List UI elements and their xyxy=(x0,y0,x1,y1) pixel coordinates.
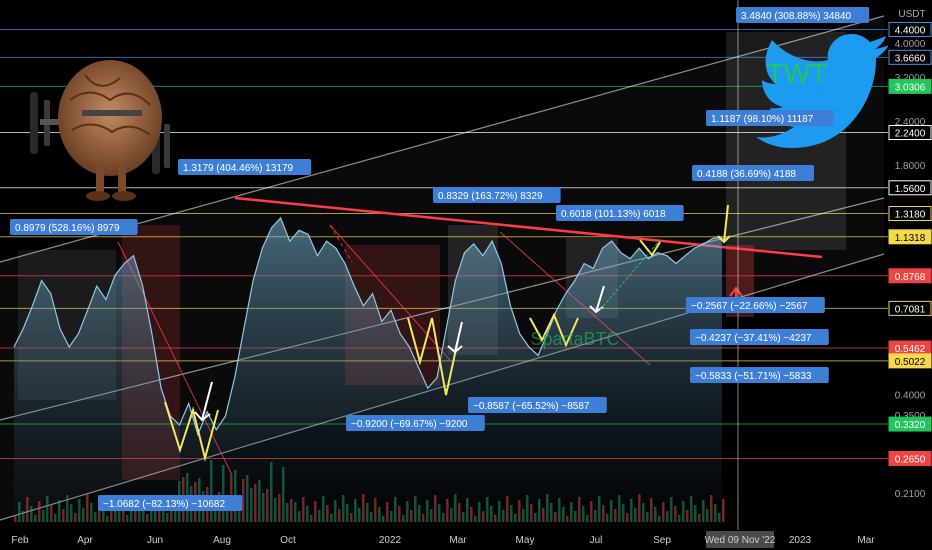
price-level-tag: 3.0306 xyxy=(888,78,932,94)
annotation-text: 0.4188 (36.69%) 4188 xyxy=(697,169,796,180)
x-axis-label: Aug xyxy=(213,535,231,546)
annotation-text: 0.6018 (101.13%) 6018 xyxy=(561,209,666,220)
x-axis-label: Jul xyxy=(590,535,603,546)
annotation-box: −1.0682 (−82.13%) −10682 xyxy=(98,495,243,511)
channel-fill xyxy=(0,16,884,520)
annotation-text: 1.1187 (98.10%) 11187 xyxy=(711,114,814,125)
price-level-value: 3.0306 xyxy=(895,82,926,93)
price-level-value: 0.8768 xyxy=(895,272,926,283)
price-level-tag: 2.2400 xyxy=(888,125,932,141)
x-axis-label: Sep xyxy=(653,535,671,546)
y-tick-label: 2.4000 xyxy=(895,117,926,128)
annotation-text: −1.0682 (−82.13%) −10682 xyxy=(103,499,225,510)
annotation-box: 0.4188 (36.69%) 4188 xyxy=(692,165,814,181)
price-level-tag: 4.4000 xyxy=(888,21,932,37)
x-axis-label: Wed 09 Nov '22 xyxy=(705,535,776,546)
x-axis-label: Jun xyxy=(147,535,163,546)
y-tick-label: 3.2000 xyxy=(895,73,926,84)
brain-dumbbell-illustration xyxy=(30,60,170,201)
x-axis-label: Oct xyxy=(280,535,296,546)
y-tick-label: 4.0000 xyxy=(895,39,926,50)
y-tick-label: 0.3500 xyxy=(895,411,926,422)
annotation-box: −0.8587 (−65.52%) −8587 xyxy=(468,397,607,413)
annotation-box: −0.2567 (−22.66%) −2567 xyxy=(686,297,825,313)
price-level-tag: 0.3320 xyxy=(888,416,932,432)
y-tick-label: 0.4000 xyxy=(895,391,926,402)
price-level-value: 0.5022 xyxy=(895,357,926,368)
price-level-tag: 0.5462 xyxy=(888,340,932,356)
annotation-box: 1.1187 (98.10%) 11187 xyxy=(706,110,834,126)
x-axis-label: Mar xyxy=(449,535,467,546)
resistance-trendline xyxy=(234,196,823,259)
annotation-box: 0.8329 (163.72%) 8329 xyxy=(433,187,561,203)
price-area xyxy=(14,218,722,525)
x-axis-label: 2022 xyxy=(379,535,402,546)
price-level-value: 0.3320 xyxy=(895,420,926,431)
crosshair-date-box xyxy=(706,531,774,548)
annotation-text: 0.8979 (528.16%) 8979 xyxy=(15,223,120,234)
measurement-annotations: 3.4840 (308.88%) 34840 1.1187 (98.10%) 11… xyxy=(10,7,870,511)
annotation-text: −0.8587 (−65.52%) −8587 xyxy=(473,401,590,412)
support-green-line xyxy=(599,239,661,311)
annotation-text: 1.3179 (404.46%) 13179 xyxy=(183,163,294,174)
zigzag-patterns xyxy=(164,239,661,462)
volume-bar xyxy=(722,499,725,522)
time-axis-panel xyxy=(0,530,932,550)
annotation-box: 3.4840 (308.88%) 34840 xyxy=(736,7,870,23)
price-level-tag: 0.7081 xyxy=(888,300,932,316)
price-level-tag: 0.2650 xyxy=(888,450,932,466)
symbol-label: TWT xyxy=(767,58,828,89)
x-axis-label: May xyxy=(516,535,535,546)
annotation-text: 3.4840 (308.88%) 34840 xyxy=(741,11,852,22)
annotation-box: −0.4237 (−37.41%) −4237 xyxy=(690,329,829,345)
arrow-markers xyxy=(194,204,743,422)
x-axis-label: Feb xyxy=(11,535,29,546)
x-axis-labels: Feb Apr Jun Aug Oct 2022 Mar May Jul Sep Wed 09 No… xyxy=(11,531,875,548)
annotation-box: −0.5833 (−51.71%) −5833 xyxy=(690,367,829,383)
price-level-value: 0.7081 xyxy=(895,304,926,315)
annotation-box: 1.3179 (404.46%) 13179 xyxy=(178,159,312,175)
price-level-tag: 1.3180 xyxy=(888,206,932,222)
price-level-value: 1.1318 xyxy=(895,233,926,244)
price-level-tag: 1.1318 xyxy=(888,229,932,245)
currency-label: USDT xyxy=(898,9,925,20)
price-level-value: 3.6660 xyxy=(895,53,926,64)
annotation-text: 0.8329 (163.72%) 8329 xyxy=(438,191,543,202)
annotation-box: −0.9200 (−69.67%) −9200 xyxy=(346,415,485,431)
price-level-tag: 1.5600 xyxy=(888,180,932,196)
price-level-value: 1.5600 xyxy=(895,184,926,195)
price-level-tag: 0.5022 xyxy=(888,353,932,369)
price-level-value: 2.2400 xyxy=(895,129,926,140)
price-level-tag: 3.6660 xyxy=(888,49,932,65)
y-tick-label: 1.8000 xyxy=(895,161,926,172)
annotation-text: −0.5833 (−51.71%) −5833 xyxy=(695,371,812,382)
annotation-box: 0.8979 (528.16%) 8979 xyxy=(10,219,138,235)
x-axis-label: 2023 xyxy=(789,535,812,546)
price-level-tag: 0.8768 xyxy=(888,268,932,284)
x-axis-label: Mar xyxy=(857,535,875,546)
x-axis-label: Apr xyxy=(77,535,93,546)
annotation-text: −0.4237 (−37.41%) −4237 xyxy=(695,333,812,344)
annotation-text: −0.2567 (−22.66%) −2567 xyxy=(691,301,808,312)
price-line xyxy=(13,216,723,437)
annotation-text: −0.9200 (−69.67%) −9200 xyxy=(351,419,468,430)
annotation-box: 0.6018 (101.13%) 6018 xyxy=(556,205,684,221)
y-tick-label: 0.2100 xyxy=(895,489,926,500)
price-level-value: 4.4000 xyxy=(895,25,926,36)
price-level-value: 1.3180 xyxy=(895,210,926,221)
price-level-value: 0.5462 xyxy=(895,344,926,355)
price-level-tags: 4.4000 3.6660 3.0306 2.2400 1.5600 1.3180 1.13… xyxy=(888,21,932,466)
price-level-value: 0.2650 xyxy=(895,454,926,465)
watermark: SpartaBTC xyxy=(530,329,619,349)
